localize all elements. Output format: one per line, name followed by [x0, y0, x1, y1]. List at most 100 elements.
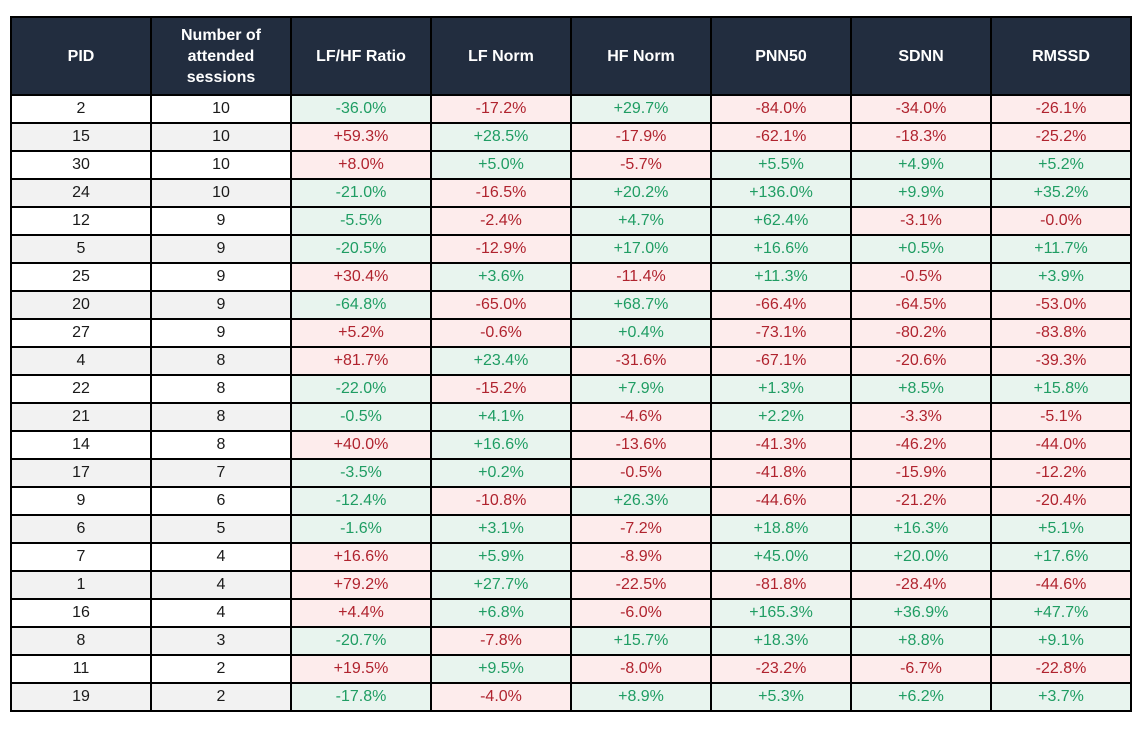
metric-cell: -62.1%: [710, 122, 852, 152]
metric-cell: -1.6%: [290, 514, 432, 544]
table-header: PID Number of attended sessions LF/HF Ra…: [10, 16, 1132, 96]
metric-cell: +1.3%: [710, 374, 852, 404]
metric-cell: -0.5%: [850, 262, 992, 292]
metric-cell: +8.9%: [570, 682, 712, 712]
hrv-change-table-container: PID Number of attended sessions LF/HF Ra…: [10, 16, 1132, 712]
sessions-cell: 9: [150, 234, 292, 264]
metric-cell: -21.0%: [290, 178, 432, 208]
metric-cell: +6.2%: [850, 682, 992, 712]
column-header-lfhf: LF/HF Ratio: [290, 16, 432, 96]
metric-cell: +0.5%: [850, 234, 992, 264]
metric-cell: -44.6%: [710, 486, 852, 516]
metric-cell: +7.9%: [570, 374, 712, 404]
metric-cell: +8.5%: [850, 374, 992, 404]
metric-cell: +165.3%: [710, 598, 852, 628]
metric-cell: +15.7%: [570, 626, 712, 656]
metric-cell: -66.4%: [710, 290, 852, 320]
metric-cell: +30.4%: [290, 262, 432, 292]
pid-cell: 14: [10, 430, 152, 460]
metric-cell: -20.4%: [990, 486, 1132, 516]
metric-cell: -15.9%: [850, 458, 992, 488]
metric-cell: +29.7%: [570, 94, 712, 124]
metric-cell: -16.5%: [430, 178, 572, 208]
table-row: 4 8 +81.7% +23.4% -31.6% -67.1% -20.6% -…: [10, 346, 1132, 376]
sessions-cell: 2: [150, 682, 292, 712]
metric-cell: -65.0%: [430, 290, 572, 320]
metric-cell: -12.4%: [290, 486, 432, 516]
column-header-lfnorm: LF Norm: [430, 16, 572, 96]
metric-cell: -44.6%: [990, 570, 1132, 600]
metric-cell: -23.2%: [710, 654, 852, 684]
metric-cell: +15.8%: [990, 374, 1132, 404]
metric-cell: +81.7%: [290, 346, 432, 376]
sessions-cell: 8: [150, 374, 292, 404]
pid-cell: 24: [10, 178, 152, 208]
metric-cell: +5.1%: [990, 514, 1132, 544]
metric-cell: +16.6%: [290, 542, 432, 572]
pid-cell: 21: [10, 402, 152, 432]
metric-cell: -20.5%: [290, 234, 432, 264]
metric-cell: -4.6%: [570, 402, 712, 432]
pid-cell: 12: [10, 206, 152, 236]
pid-cell: 25: [10, 262, 152, 292]
metric-cell: -81.8%: [710, 570, 852, 600]
metric-cell: +40.0%: [290, 430, 432, 460]
metric-cell: -46.2%: [850, 430, 992, 460]
metric-cell: +8.0%: [290, 150, 432, 180]
metric-cell: +9.5%: [430, 654, 572, 684]
table-row: 7 4 +16.6% +5.9% -8.9% +45.0% +20.0% +17…: [10, 542, 1132, 572]
table-row: 8 3 -20.7% -7.8% +15.7% +18.3% +8.8% +9.…: [10, 626, 1132, 656]
sessions-cell: 7: [150, 458, 292, 488]
metric-cell: +3.7%: [990, 682, 1132, 712]
pid-cell: 2: [10, 94, 152, 124]
metric-cell: -21.2%: [850, 486, 992, 516]
metric-cell: +18.8%: [710, 514, 852, 544]
sessions-cell: 9: [150, 206, 292, 236]
table-row: 15 10 +59.3% +28.5% -17.9% -62.1% -18.3%…: [10, 122, 1132, 152]
metric-cell: -83.8%: [990, 318, 1132, 348]
metric-cell: -5.7%: [570, 150, 712, 180]
sessions-cell: 10: [150, 94, 292, 124]
metric-cell: -6.0%: [570, 598, 712, 628]
metric-cell: -25.2%: [990, 122, 1132, 152]
metric-cell: -15.2%: [430, 374, 572, 404]
sessions-cell: 4: [150, 542, 292, 572]
metric-cell: +2.2%: [710, 402, 852, 432]
metric-cell: +3.1%: [430, 514, 572, 544]
metric-cell: -12.2%: [990, 458, 1132, 488]
metric-cell: -17.8%: [290, 682, 432, 712]
table-body: 2 10 -36.0% -17.2% +29.7% -84.0% -34.0% …: [10, 94, 1132, 712]
metric-cell: -36.0%: [290, 94, 432, 124]
metric-cell: +5.0%: [430, 150, 572, 180]
metric-cell: -11.4%: [570, 262, 712, 292]
table-row: 27 9 +5.2% -0.6% +0.4% -73.1% -80.2% -83…: [10, 318, 1132, 348]
metric-cell: +17.6%: [990, 542, 1132, 572]
table-row: 11 2 +19.5% +9.5% -8.0% -23.2% -6.7% -22…: [10, 654, 1132, 684]
metric-cell: -3.3%: [850, 402, 992, 432]
pid-cell: 11: [10, 654, 152, 684]
metric-cell: +20.2%: [570, 178, 712, 208]
pid-cell: 15: [10, 122, 152, 152]
pid-cell: 19: [10, 682, 152, 712]
metric-cell: -22.5%: [570, 570, 712, 600]
metric-cell: +11.3%: [710, 262, 852, 292]
metric-cell: -64.5%: [850, 290, 992, 320]
metric-cell: -10.8%: [430, 486, 572, 516]
metric-cell: -8.9%: [570, 542, 712, 572]
table-row: 16 4 +4.4% +6.8% -6.0% +165.3% +36.9% +4…: [10, 598, 1132, 628]
table-row: 24 10 -21.0% -16.5% +20.2% +136.0% +9.9%…: [10, 178, 1132, 208]
metric-cell: +62.4%: [710, 206, 852, 236]
metric-cell: +6.8%: [430, 598, 572, 628]
metric-cell: -8.0%: [570, 654, 712, 684]
metric-cell: -7.2%: [570, 514, 712, 544]
pid-cell: 30: [10, 150, 152, 180]
metric-cell: +16.6%: [710, 234, 852, 264]
pid-cell: 22: [10, 374, 152, 404]
metric-cell: -12.9%: [430, 234, 572, 264]
metric-cell: +36.9%: [850, 598, 992, 628]
table-row: 12 9 -5.5% -2.4% +4.7% +62.4% -3.1% -0.0…: [10, 206, 1132, 236]
sessions-cell: 6: [150, 486, 292, 516]
metric-cell: +3.6%: [430, 262, 572, 292]
metric-cell: -17.9%: [570, 122, 712, 152]
metric-cell: +35.2%: [990, 178, 1132, 208]
